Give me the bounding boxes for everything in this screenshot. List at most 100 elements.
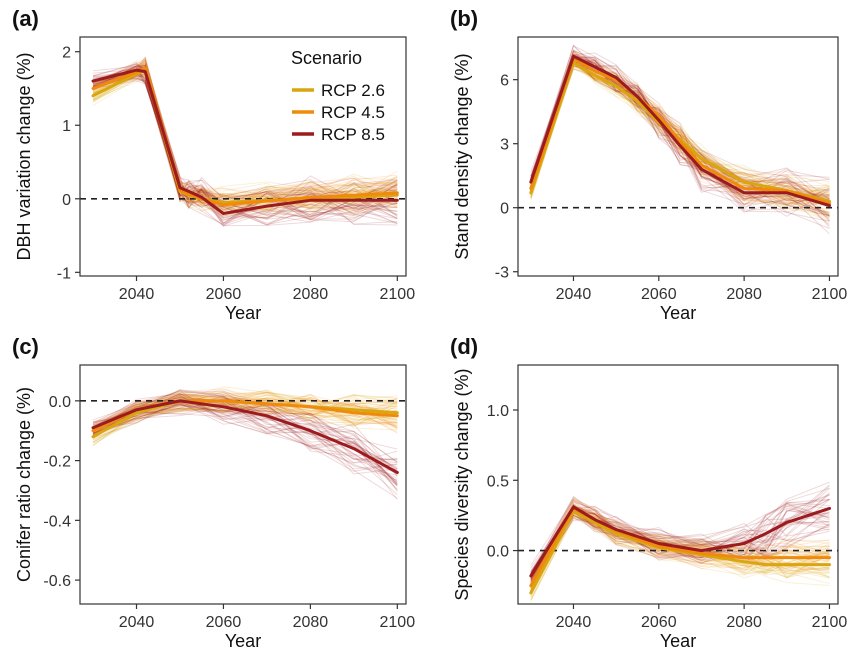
ensemble-line: [92, 402, 398, 468]
panel-label: (b): [450, 6, 478, 31]
x-tick-label: 2100: [380, 286, 416, 303]
ensemble-line: [92, 78, 398, 220]
ensemble-line: [92, 71, 398, 227]
x-tick-label: 2040: [556, 614, 592, 631]
x-tick-label: 2040: [119, 286, 155, 303]
plot-area: [80, 386, 406, 500]
ensemble-line: [92, 391, 398, 436]
y-tick-label: 2: [62, 45, 71, 62]
x-tick-label: 2040: [119, 614, 155, 631]
ensemble-line: [530, 62, 830, 210]
ensemble-line: [92, 69, 398, 225]
ensemble-line: [92, 397, 398, 437]
ensemble-line: [92, 394, 398, 500]
plot-frame: [517, 36, 839, 277]
ensemble-line: [92, 60, 398, 210]
ensemble-line: [530, 513, 830, 599]
series-line-rcp-8-5: [91, 399, 399, 474]
ensemble-line: [92, 64, 398, 209]
ensemble-line: [92, 64, 398, 220]
x-tick-label: 2080: [293, 286, 329, 303]
ensemble-line: [530, 485, 830, 574]
ensemble-line: [92, 391, 398, 464]
ensemble-line: [92, 76, 398, 217]
ensemble-line: [92, 72, 398, 211]
ensemble-line: [92, 396, 398, 471]
ensemble-line: [92, 58, 398, 198]
ensemble-line: [530, 48, 830, 188]
ensemble-line: [92, 74, 398, 207]
ensemble-line: [530, 57, 830, 217]
ensemble-line: [92, 402, 398, 447]
ensemble-line: [92, 399, 398, 444]
y-axis-title: Species diversity change (%): [452, 368, 472, 600]
ensemble-line: [530, 501, 830, 589]
ensemble-line: [92, 389, 398, 430]
y-tick-label: -3: [495, 265, 509, 282]
x-tick-label: 2100: [380, 614, 416, 631]
y-tick-label: 3: [500, 137, 509, 154]
series-line-rcp-4-5: [529, 56, 831, 205]
x-axis-title: Year: [660, 303, 696, 323]
legend-label: RCP 8.5: [321, 125, 385, 144]
ensemble-line: [92, 80, 398, 221]
ensemble-line: [530, 44, 830, 208]
ensemble-line: [92, 401, 398, 472]
ensemble-line: [92, 71, 398, 224]
panel-2: (b) -3 0 3 6 2040 2060 2080 2100 Year Stand densit…: [450, 6, 847, 323]
panel-1: (a) -1 0 1 2 2040 2060 2080 2100 Year DBH variatio…: [12, 6, 415, 323]
ensemble-line: [92, 77, 398, 220]
ensemble-line: [92, 73, 398, 219]
ensemble-line: [92, 65, 398, 211]
ensemble-line: [92, 63, 398, 210]
legend-label: RCP 4.5: [321, 103, 385, 122]
ensemble-line: [92, 393, 398, 485]
ensemble-line: [530, 502, 830, 582]
ensemble-line: [92, 69, 398, 214]
ensemble-line: [530, 487, 830, 577]
ensemble-line: [92, 398, 398, 499]
y-tick-label: -1: [57, 265, 71, 282]
ensemble-line: [92, 402, 398, 484]
plot-area: [518, 44, 838, 235]
ensemble-line: [530, 517, 830, 601]
ensemble-line: [92, 59, 398, 207]
x-tick-label: 2060: [641, 614, 677, 631]
ensemble-line: [92, 63, 398, 221]
ensemble-line: [92, 75, 398, 222]
ensemble-line: [92, 393, 398, 434]
ensemble-line: [92, 396, 398, 444]
ensemble-line: [92, 70, 398, 227]
legend-label: RCP 2.6: [321, 81, 385, 100]
x-axis-title: Year: [660, 631, 696, 650]
y-tick-label: 0.5: [487, 473, 509, 490]
ensemble-line: [92, 65, 398, 210]
plot-frame: [517, 364, 839, 605]
ensemble-line: [92, 395, 398, 435]
x-tick-label: 2080: [293, 614, 329, 631]
ensemble-line: [92, 407, 398, 491]
ensemble-line: [92, 71, 398, 211]
ensemble-line: [92, 397, 398, 446]
ensemble-line: [92, 401, 398, 461]
ensemble-line: [92, 73, 398, 216]
panel-label: (c): [12, 334, 39, 359]
ensemble-line: [92, 398, 398, 441]
x-tick-label: 2100: [812, 614, 848, 631]
ensemble-line: [92, 399, 398, 479]
ensemble-line: [530, 493, 830, 579]
ensemble-line: [92, 55, 398, 216]
plot-frame: [79, 364, 407, 605]
ensemble-line: [92, 61, 398, 227]
ensemble-line: [92, 73, 398, 218]
series-line-rcp-8-5: [91, 68, 399, 215]
ensemble-line: [530, 510, 830, 575]
panel-3: (c) -0.6 -0.4 -0.2 0.0 2040 2060 2080 2100 Year Co…: [12, 334, 415, 650]
series-line-rcp-8-5: [529, 505, 831, 578]
y-axis-title: Stand density change (%): [452, 53, 472, 259]
ensemble-line: [92, 60, 398, 208]
ensemble-line: [530, 60, 830, 217]
ensemble-line: [92, 76, 398, 223]
series-line-rcp-8-5: [529, 54, 831, 208]
